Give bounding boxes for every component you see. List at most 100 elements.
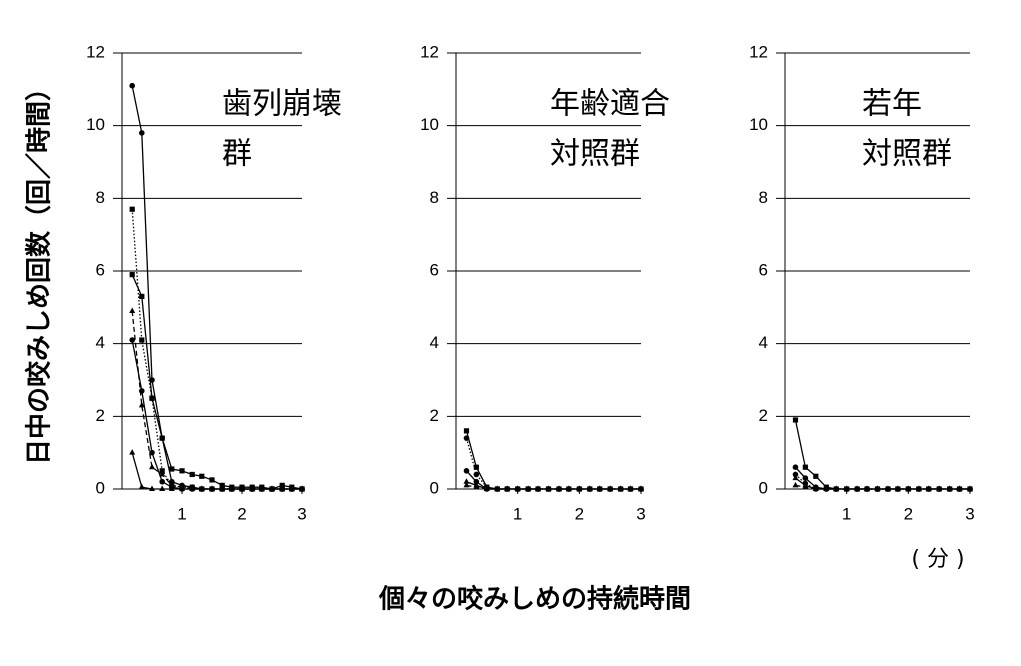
y-tick-label: 6 [96, 260, 105, 279]
series-line [131, 274, 303, 490]
marker [864, 485, 871, 491]
marker [956, 485, 963, 491]
marker [179, 468, 185, 474]
y-tick-label: 8 [96, 188, 105, 207]
x-tick-label: 3 [965, 504, 974, 523]
y-tick-label: 6 [430, 260, 439, 279]
marker [812, 485, 819, 491]
marker [802, 483, 809, 490]
panel-title: 対照群 [550, 137, 640, 172]
marker [874, 485, 881, 491]
marker [854, 485, 861, 491]
marker [473, 464, 479, 470]
y-tick-label: 6 [759, 260, 768, 279]
marker [555, 485, 562, 491]
marker [915, 485, 922, 491]
y-axis-label: 日中の咬みしめ回数（回／時間） [24, 75, 55, 465]
marker [617, 485, 624, 491]
marker [189, 471, 195, 478]
marker [576, 485, 583, 491]
marker [802, 475, 809, 481]
marker [473, 478, 480, 485]
marker [129, 337, 135, 343]
title-background [856, 136, 958, 172]
panel-title: 群 [222, 137, 252, 172]
marker [159, 435, 165, 441]
marker [219, 482, 225, 488]
marker [638, 485, 644, 491]
marker [967, 485, 973, 491]
title-background [216, 136, 258, 172]
series-line [131, 310, 302, 490]
x-tick-label: 1 [177, 504, 186, 523]
marker [139, 337, 145, 343]
x-tick-label: 2 [237, 504, 246, 523]
y-tick-label: 2 [96, 406, 105, 425]
y-tick-label: 2 [430, 406, 439, 425]
marker [138, 401, 145, 408]
y-tick-label: 10 [86, 115, 105, 134]
series-line [795, 477, 970, 490]
x-tick-label: 2 [904, 504, 913, 523]
y-tick-label: 10 [749, 115, 768, 134]
title-background [856, 86, 928, 122]
marker [463, 428, 470, 434]
marker [535, 485, 542, 491]
marker [198, 485, 205, 491]
title-background [216, 86, 348, 122]
marker [169, 466, 175, 472]
marker [463, 481, 470, 488]
marker [884, 485, 891, 491]
marker [813, 473, 819, 479]
marker [129, 307, 136, 313]
panel-title: 歯列崩壊 [222, 87, 342, 122]
marker [168, 485, 175, 491]
marker [249, 485, 256, 491]
marker [946, 485, 953, 491]
x-tick-label: 3 [297, 504, 306, 523]
y-tick-label: 12 [749, 42, 768, 61]
marker [159, 478, 165, 485]
panel-title: 若年 [862, 87, 922, 122]
x-tick-label: 3 [636, 504, 645, 523]
series-line [465, 430, 641, 490]
marker [139, 388, 145, 394]
series-line [465, 437, 641, 490]
marker [514, 485, 521, 491]
marker [494, 485, 501, 491]
y-tick-label: 4 [96, 333, 105, 352]
marker [129, 272, 135, 278]
marker [545, 485, 552, 491]
marker [925, 485, 932, 491]
title-background [544, 136, 646, 172]
x-unit: ( 分 ) [911, 547, 964, 572]
x-tick-label: 2 [575, 504, 584, 523]
x-axis-label: 個々の咬みしめの持続時間 [378, 584, 691, 615]
y-tick-label: 2 [759, 406, 768, 425]
marker [139, 130, 145, 136]
y-tick-label: 12 [86, 42, 105, 61]
marker [596, 485, 603, 491]
x-tick-label: 1 [842, 504, 851, 523]
marker [189, 485, 196, 491]
marker [473, 471, 480, 478]
marker [792, 464, 799, 471]
series-line [131, 209, 302, 490]
marker [219, 485, 226, 491]
marker [129, 449, 136, 455]
marker [905, 485, 912, 491]
y-tick-label: 10 [420, 115, 439, 134]
y-tick-label: 0 [96, 478, 105, 497]
marker [149, 449, 155, 456]
y-tick-label: 0 [759, 478, 768, 497]
marker [792, 474, 799, 481]
marker [463, 478, 470, 484]
marker [239, 485, 245, 491]
marker [129, 206, 135, 212]
marker [138, 483, 145, 490]
marker [463, 468, 470, 474]
y-tick-label: 12 [420, 42, 439, 61]
marker [586, 485, 593, 491]
